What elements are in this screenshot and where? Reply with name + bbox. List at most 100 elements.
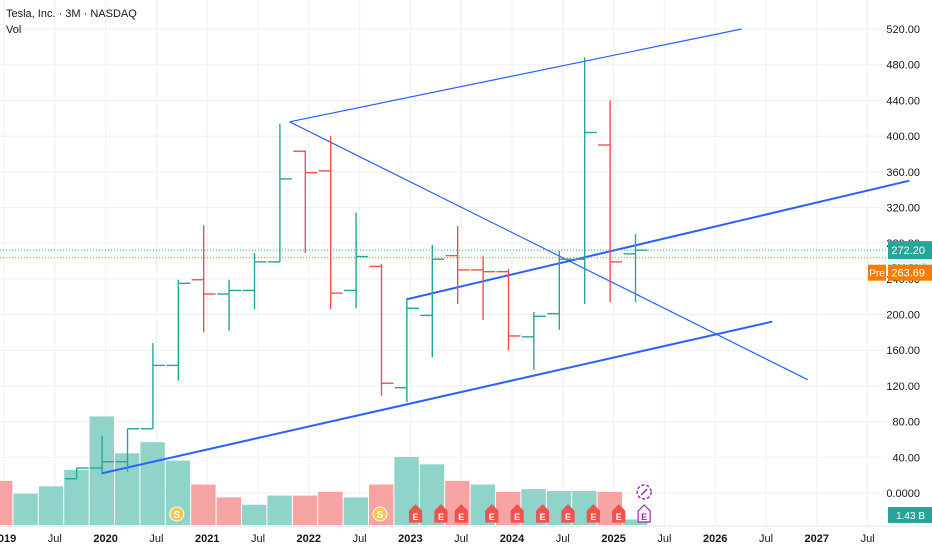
volume-bar [191, 484, 216, 525]
ohlc-bar [598, 100, 623, 303]
price-tick-label: 0.0000 [886, 488, 920, 500]
ohlc-bar [217, 279, 242, 331]
grid-lines [0, 0, 886, 525]
trendline-upper-channel-top [289, 28, 742, 123]
ohlc-bar [521, 311, 546, 370]
earnings-icon [434, 504, 448, 523]
earnings-label: E [616, 512, 622, 522]
trendline-rising-support [101, 320, 773, 475]
ohlc-bar [242, 252, 267, 310]
earnings-label: E [590, 512, 596, 522]
time-tick-label: Jul [657, 533, 671, 545]
volume-bar [140, 442, 165, 525]
price-tick-label: 120.00 [886, 381, 920, 393]
price-tick-label: 320.00 [886, 202, 920, 214]
earnings-icon [561, 504, 575, 523]
price-tick-label: 400.00 [886, 131, 920, 143]
time-tick-label: Jul [149, 533, 163, 545]
dividend-label: S [173, 510, 180, 521]
price-tick-label: 200.00 [886, 310, 920, 322]
ohlc-bars [64, 57, 648, 480]
volume-bar [38, 486, 64, 525]
price-tick-label: 40.00 [892, 452, 920, 464]
time-tick-label: 2025 [601, 533, 625, 545]
ohlc-bar [394, 299, 419, 402]
earnings-label: E [438, 512, 444, 522]
earnings-label: E [540, 512, 546, 522]
earnings-label: E [565, 512, 571, 522]
volume-bar [343, 497, 368, 525]
time-tick-label: 2022 [297, 533, 321, 545]
time-tick-label: 2019 [0, 533, 16, 545]
time-tick-label: 2026 [703, 533, 727, 545]
ohlc-bar [471, 255, 496, 320]
ohlc-bar [191, 225, 216, 333]
price-tick-label: 440.00 [886, 95, 920, 107]
ohlc-bar [496, 269, 521, 351]
ohlc-bar [445, 226, 470, 304]
ohlc-bar [166, 279, 191, 381]
time-tick-label: 2027 [805, 533, 829, 545]
trendline-descending-line [289, 121, 808, 381]
price-lines [0, 249, 886, 259]
pre-tag-bg [868, 264, 886, 281]
earnings-icon [485, 504, 499, 523]
volume-bar [267, 495, 292, 525]
ohlc-bar [318, 136, 343, 310]
ohlc-bar [115, 428, 140, 472]
time-tick-label: 2020 [93, 533, 117, 545]
earnings-label: E [458, 512, 464, 522]
last-price-label: 272.20 [891, 245, 925, 257]
dividend-icon [372, 506, 388, 522]
pre-price-label-bg [888, 264, 932, 281]
ohlc-bar [344, 212, 369, 309]
time-tick-label: Jul [48, 533, 62, 545]
ohlc-bar [547, 251, 572, 330]
price-tick-label: 520.00 [886, 24, 920, 36]
dividend-label: S [377, 510, 384, 521]
ohlc-bar [90, 435, 115, 472]
ohlc-bar [572, 57, 597, 304]
volume-bar [216, 497, 241, 525]
trendlines[interactable] [101, 28, 910, 475]
time-tick-label: Jul [251, 533, 265, 545]
earnings-icon [586, 504, 600, 523]
ohlc-bar [623, 234, 648, 303]
earnings-label: E [641, 512, 647, 522]
ohlc-bar [140, 343, 165, 430]
time-tick-label: Jul [759, 533, 773, 545]
ohlc-bar [420, 244, 445, 358]
volume-label: 1.43 B [896, 511, 925, 522]
time-tick-label: 2023 [398, 533, 422, 545]
pre-tag: Pre [869, 269, 885, 280]
earnings-label: E [489, 512, 495, 522]
ohlc-bar [293, 150, 318, 253]
earnings-icon [510, 504, 524, 523]
time-tick-label: Jul [454, 533, 468, 545]
volume-indicator-label[interactable]: Vol [6, 24, 22, 36]
volume-bar [0, 480, 13, 525]
ohlc-bar [369, 263, 394, 396]
earnings-icon [408, 504, 423, 523]
volume-bar [318, 491, 343, 525]
dividend-icon [169, 506, 185, 522]
last-price-label-bg [888, 241, 932, 260]
earnings-label: E [514, 512, 520, 522]
symbol-title[interactable]: Tesla, Inc. · 3M · NASDAQ [6, 8, 137, 20]
time-tick-label: 2024 [500, 533, 525, 545]
time-tick-label: Jul [861, 533, 875, 545]
price-axis[interactable]: 520.00480.00440.00400.00360.00320.00280.… [868, 24, 932, 523]
volume-bar [292, 495, 318, 525]
time-axis[interactable]: 2019 Jul 2020 Jul 2021 Jul 2022 Jul 2023 Jul 2024 J… [0, 525, 932, 545]
time-tick-label: 2021 [195, 533, 219, 545]
ohlc-bar [267, 123, 292, 263]
earnings-icon [454, 504, 468, 523]
price-tick-label: 80.00 [892, 417, 920, 429]
volume-bars [0, 416, 648, 525]
volume-label-bg [888, 507, 932, 523]
price-tick-label: 480.00 [886, 60, 920, 72]
volume-bar [242, 504, 267, 525]
earnings-icon [535, 504, 550, 523]
